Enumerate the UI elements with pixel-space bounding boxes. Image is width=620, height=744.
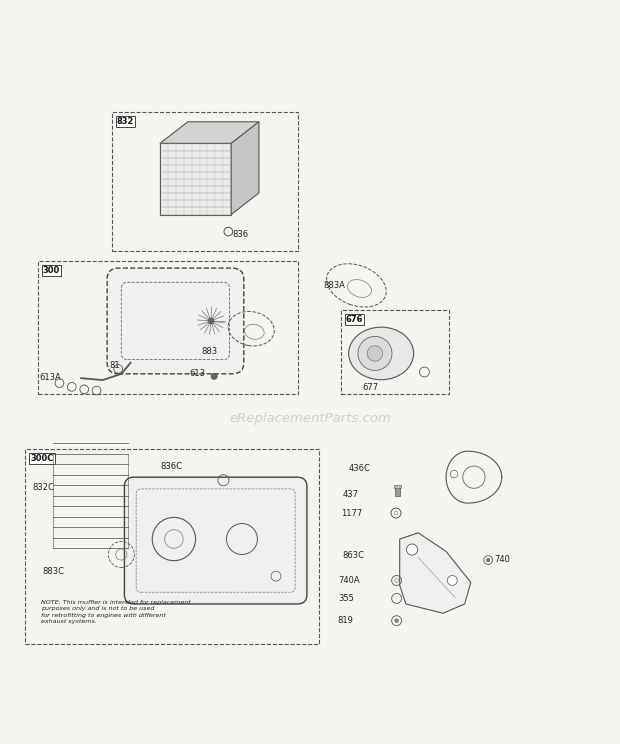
Polygon shape xyxy=(160,144,231,214)
Circle shape xyxy=(486,558,490,562)
Text: 436C: 436C xyxy=(348,464,370,473)
Bar xyxy=(38,260,298,394)
Bar xyxy=(25,449,319,644)
Text: 832: 832 xyxy=(117,117,135,126)
FancyBboxPatch shape xyxy=(107,268,244,373)
Bar xyxy=(394,485,401,487)
Text: 740A: 740A xyxy=(338,576,360,585)
FancyBboxPatch shape xyxy=(125,477,307,604)
Bar xyxy=(396,487,400,496)
Bar xyxy=(112,112,298,251)
Text: 740: 740 xyxy=(494,555,510,564)
Text: 883A: 883A xyxy=(323,281,345,290)
Circle shape xyxy=(208,318,214,324)
Text: 676: 676 xyxy=(346,315,363,324)
Text: 883C: 883C xyxy=(43,567,64,576)
Text: 677: 677 xyxy=(363,383,379,392)
Text: 832C: 832C xyxy=(33,484,55,493)
Text: 355: 355 xyxy=(338,594,354,603)
Polygon shape xyxy=(160,122,259,144)
Text: 81: 81 xyxy=(109,361,120,370)
Text: 836: 836 xyxy=(232,230,249,239)
Ellipse shape xyxy=(348,327,414,379)
Ellipse shape xyxy=(367,346,383,361)
Circle shape xyxy=(211,373,217,379)
Text: 300C: 300C xyxy=(30,455,54,464)
Text: 863C: 863C xyxy=(342,551,364,560)
Text: 437: 437 xyxy=(343,490,359,498)
Text: 613A: 613A xyxy=(39,373,61,382)
Text: 819: 819 xyxy=(338,616,354,626)
Circle shape xyxy=(448,576,457,586)
Polygon shape xyxy=(400,533,471,613)
Circle shape xyxy=(407,544,418,555)
Text: 883: 883 xyxy=(202,347,218,356)
Text: 836C: 836C xyxy=(161,462,182,471)
Ellipse shape xyxy=(358,336,392,371)
Text: 300: 300 xyxy=(43,266,60,275)
Text: NOTE: This muffler is intended for replacement
purposes only and is not to be us: NOTE: This muffler is intended for repla… xyxy=(41,600,191,624)
Text: 613: 613 xyxy=(189,369,205,378)
Text: 1177: 1177 xyxy=(342,509,363,518)
Polygon shape xyxy=(231,122,259,214)
Text: eReplacementParts.com: eReplacementParts.com xyxy=(229,412,391,425)
Circle shape xyxy=(395,619,399,623)
Bar xyxy=(341,310,449,394)
